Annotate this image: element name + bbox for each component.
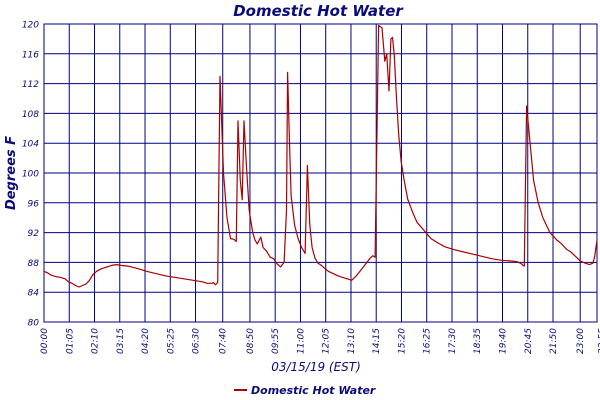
y-tick-label: 96 [28,199,40,209]
y-tick-labels: 80 84 88 92 96 100 104 108 112 116 120 [22,21,39,329]
x-axis-label: 03/15/19 (EST) [271,360,361,374]
x-tick-label: 19:40 [499,328,509,354]
series-line-domestic-hot-water [43,24,598,288]
y-tick-label: 104 [22,140,39,150]
x-tick-label: 09:55 [271,328,281,354]
y-tick-label: 88 [28,259,40,269]
y-tick-label: 92 [28,229,40,239]
x-tick-label: 15:20 [397,328,407,354]
x-tick-label: 13:10 [347,328,357,354]
x-tick-labels: 00:00 01:05 02:10 03:15 04:20 05:25 06:30 07:40… [40,328,600,354]
x-tick-label: 23:00 [576,328,586,354]
x-tick-label: 00:00 [40,328,50,354]
x-tick-label: 11:00 [296,328,306,354]
x-tick-label: 04:20 [141,328,151,354]
y-tick-label: 84 [28,289,40,299]
x-tick-label: 17:30 [448,328,458,354]
y-tick-label: 112 [22,80,39,90]
x-tick-label: 03:15 [116,328,126,354]
y-tick-label: 116 [22,50,39,60]
y-tick-label: 80 [28,319,40,329]
x-tick-label: 21:50 [549,328,559,354]
x-tick-label: 12:05 [322,328,332,354]
x-tick-label: 08:50 [246,328,256,354]
x-tick-label: 02:10 [91,328,101,354]
x-tick-label: 14:15 [372,328,382,354]
legend-label: Domestic Hot Water [251,384,376,397]
x-tick-label: 16:25 [423,328,433,354]
grid-lines [43,23,597,323]
legend: Domestic Hot Water [234,384,376,397]
x-tick-label: 23:55 [598,328,600,354]
y-tick-label: 120 [22,21,39,31]
x-tick-label: 20:45 [524,328,534,354]
chart-title: Domestic Hot Water [233,2,404,20]
x-tick-label: 07:40 [219,328,229,354]
y-tick-label: 100 [22,170,39,180]
series-layer [43,24,598,288]
y-tick-label: 108 [22,110,39,120]
x-tick-label: 18:35 [473,328,483,354]
x-tick-label: 05:25 [166,328,176,354]
y-axis-label: Degrees F [4,136,19,210]
x-tick-label: 01:05 [65,328,75,354]
x-tick-label: 06:30 [192,328,202,354]
